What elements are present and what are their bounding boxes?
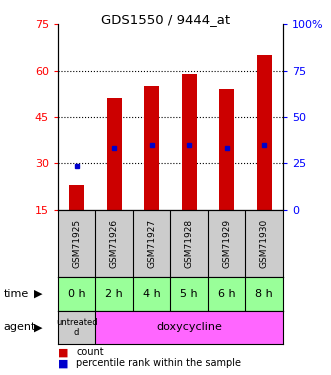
Text: 4 h: 4 h (143, 289, 161, 299)
Text: ▶: ▶ (34, 322, 42, 333)
Text: agent: agent (3, 322, 36, 333)
Text: percentile rank within the sample: percentile rank within the sample (76, 358, 241, 368)
Text: GSM71927: GSM71927 (147, 219, 156, 268)
Text: GSM71930: GSM71930 (260, 219, 269, 268)
Text: GSM71926: GSM71926 (110, 219, 119, 268)
Text: ■: ■ (58, 347, 69, 357)
Bar (144, 86, 159, 210)
Text: GSM71928: GSM71928 (185, 219, 194, 268)
Text: 8 h: 8 h (256, 289, 273, 299)
Bar (219, 89, 234, 210)
Bar (107, 99, 122, 210)
Text: 6 h: 6 h (218, 289, 236, 299)
Bar (58, 310, 95, 344)
Text: ▶: ▶ (34, 289, 42, 299)
Bar (95, 310, 283, 344)
Text: count: count (76, 347, 104, 357)
Text: GSM71925: GSM71925 (72, 219, 81, 268)
Text: 0 h: 0 h (68, 289, 85, 299)
Bar (69, 185, 84, 210)
Text: time: time (3, 289, 28, 299)
Bar (182, 74, 197, 210)
Text: GDS1550 / 9444_at: GDS1550 / 9444_at (101, 13, 230, 26)
Text: ■: ■ (58, 358, 69, 368)
Text: doxycycline: doxycycline (156, 322, 222, 333)
Bar (257, 55, 272, 210)
Text: 5 h: 5 h (180, 289, 198, 299)
Text: 2 h: 2 h (105, 289, 123, 299)
Text: GSM71929: GSM71929 (222, 219, 231, 268)
Text: untreated
d: untreated d (56, 318, 98, 337)
